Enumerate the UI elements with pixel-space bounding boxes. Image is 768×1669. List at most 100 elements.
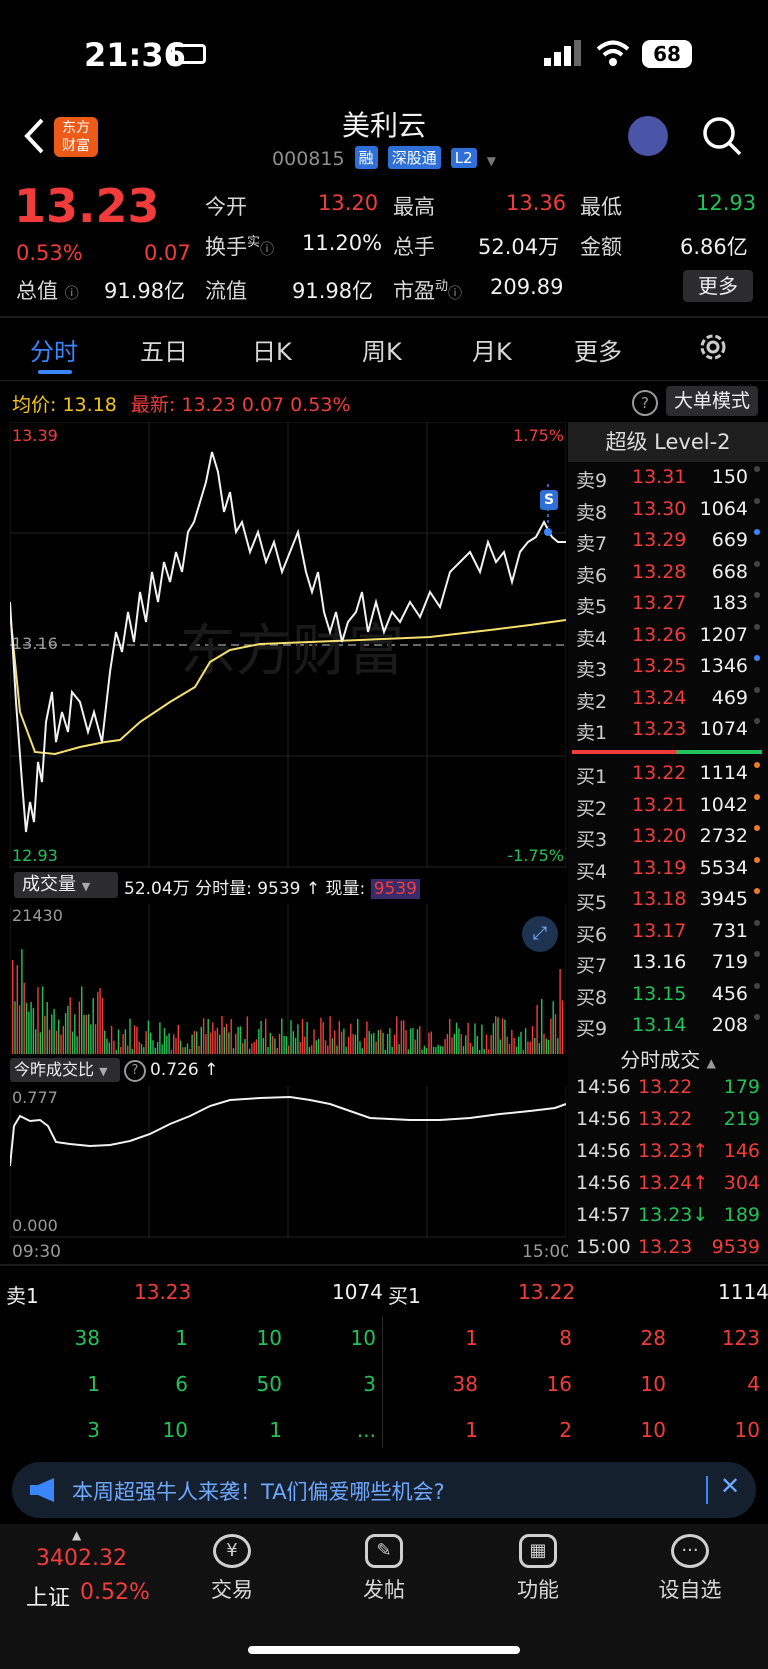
trades-title[interactable]: 分时成交 ▲	[620, 1048, 716, 1072]
volume-bar	[412, 1027, 414, 1054]
queue-bid-cell: 10	[640, 1372, 666, 1396]
tag-l2: L2	[450, 148, 477, 168]
queue-bid-cell: 10	[734, 1418, 760, 1442]
ask-row[interactable]: 卖1 13.23 1074	[572, 718, 768, 749]
robot-assistant-icon[interactable]	[628, 116, 668, 156]
ask-price: 13.24	[632, 686, 687, 709]
bid-row[interactable]: 买3 13.20 2732	[572, 825, 768, 856]
trade-price: 13.23↓	[638, 1204, 709, 1226]
back-icon[interactable]	[22, 116, 46, 160]
bid-row[interactable]: 买8 13.15 456	[572, 982, 768, 1014]
ask-dot-icon	[754, 592, 760, 598]
volume-bar	[117, 1029, 120, 1054]
ask-dot-icon	[754, 623, 760, 630]
index-value[interactable]: 3402.32	[36, 1546, 127, 1571]
volume-bar	[446, 1033, 449, 1054]
help-icon[interactable]: ?	[124, 1060, 146, 1082]
volume-selector[interactable]: 成交量 ▼	[14, 872, 118, 898]
ask-row[interactable]: 卖3 13.25 1346	[572, 655, 768, 686]
volume-bar	[317, 1038, 320, 1054]
bid-price: 13.22	[632, 762, 687, 784]
bid-row[interactable]: 买9 13.14 208	[572, 1014, 768, 1045]
volume-bar	[60, 1034, 62, 1054]
nav-add-watchlist[interactable]: ··· 设自选	[640, 1534, 740, 1604]
volume-bar	[108, 1042, 110, 1054]
bid-row[interactable]: 买4 13.19 5534	[572, 856, 768, 888]
volume-bar	[508, 1044, 511, 1054]
volume-bar	[221, 1015, 223, 1054]
ask-row[interactable]: 卖7 13.29 669	[572, 529, 768, 560]
volume-bar	[156, 1041, 159, 1054]
nav-post[interactable]: ✎ 发帖	[334, 1534, 434, 1604]
ask-row[interactable]: 卖6 13.28 668	[572, 560, 768, 592]
s-marker[interactable]: S	[540, 490, 558, 510]
ratio-selector[interactable]: 今昨成交比 ▼	[10, 1058, 120, 1082]
ask-row[interactable]: 卖8 13.30 1064	[572, 497, 768, 529]
big-order-mode-button[interactable]: 大单模式	[666, 386, 758, 416]
stock-code-row[interactable]: 000815 融 深股通 L2 ▼	[0, 146, 768, 170]
more-button[interactable]: 更多	[683, 270, 753, 302]
volume-bar	[285, 1036, 288, 1054]
bid-row[interactable]: 买7 13.16 719	[572, 951, 768, 982]
bid-row[interactable]: 买2 13.21 1042	[572, 793, 768, 825]
bottom-nav: ▲ 3402.32 上证 0.52%	[0, 1524, 768, 1669]
level2-panel[interactable]: 超级 Level-2	[568, 422, 768, 1262]
queue-ask-cell: 10	[350, 1326, 376, 1350]
prev-close-label: 13.16	[12, 634, 58, 653]
bid-row[interactable]: 买5 13.18 3945	[572, 888, 768, 919]
volume-bar	[152, 1040, 154, 1054]
volume-bar	[398, 1044, 400, 1054]
ask-price: 13.28	[632, 560, 687, 583]
volume-bar	[202, 1018, 205, 1054]
index-name[interactable]: 上证	[26, 1586, 71, 1611]
bid-dot-icon	[754, 888, 760, 894]
volume-bar	[527, 1041, 529, 1054]
avg-price-line	[10, 611, 566, 756]
volume-bar	[439, 1046, 442, 1054]
volume-bar	[44, 1015, 46, 1054]
tab-5day[interactable]: 五日	[140, 338, 188, 366]
ask-row[interactable]: 卖2 13.24 469	[572, 686, 768, 718]
volume-bar	[242, 1042, 244, 1054]
tab-more[interactable]: 更多	[574, 338, 622, 366]
bid-row[interactable]: 买6 13.17 731	[572, 919, 768, 951]
nav-functions[interactable]: ▦ 功能	[488, 1534, 588, 1604]
ask-row[interactable]: 卖9 13.31 150	[572, 466, 768, 497]
trade-volume: 179	[723, 1076, 760, 1098]
volume-bar	[276, 1047, 278, 1054]
bid-row[interactable]: 买1 13.22 1114	[572, 762, 768, 793]
volume-bar	[104, 1030, 106, 1054]
tab-intraday[interactable]: 分时	[30, 338, 78, 366]
volume-bar	[182, 1047, 184, 1054]
help-icon[interactable]: ?	[632, 390, 658, 416]
volume-bar	[423, 1045, 426, 1054]
nav-trade[interactable]: ¥ 交易	[182, 1534, 282, 1604]
volume-bar	[76, 1036, 78, 1054]
close-icon[interactable]: ✕	[720, 1472, 741, 1500]
tab-monthly-k[interactable]: 月K	[472, 338, 512, 366]
bid-price: 13.20	[632, 825, 687, 847]
bid-volume: 3945	[699, 888, 748, 910]
low-label: 最低	[580, 195, 622, 219]
price-chart[interactable]: 东方财富 13.39 1.75% 12.93 -1.75% 13.16 S	[10, 422, 566, 868]
volume-bar	[554, 1014, 557, 1054]
volume-bar	[472, 1046, 474, 1054]
volume-bar	[495, 1016, 497, 1054]
volume-bar	[32, 1008, 35, 1054]
ask-row[interactable]: 卖5 13.27 183	[572, 592, 768, 623]
expand-icon[interactable]: ⤢	[522, 916, 558, 952]
volume-bar	[327, 1045, 329, 1054]
index-pct[interactable]: 0.52%	[80, 1580, 150, 1605]
tab-daily-k[interactable]: 日K	[252, 338, 292, 366]
ask-row[interactable]: 卖4 13.26 1207	[572, 623, 768, 655]
ask-label: 卖4	[576, 627, 608, 650]
tab-weekly-k[interactable]: 周K	[362, 338, 402, 366]
volume-bar	[534, 1037, 536, 1054]
volume-bar	[541, 999, 543, 1054]
volume-bar	[87, 1014, 90, 1054]
volume-bar	[21, 949, 23, 1054]
settings-icon[interactable]	[698, 332, 728, 366]
promo-banner[interactable]: 本周超强牛人来袭！TA们偏爱哪些机会? ✕	[12, 1462, 756, 1518]
search-icon[interactable]	[702, 116, 742, 160]
bid-ask-divider	[572, 750, 762, 754]
